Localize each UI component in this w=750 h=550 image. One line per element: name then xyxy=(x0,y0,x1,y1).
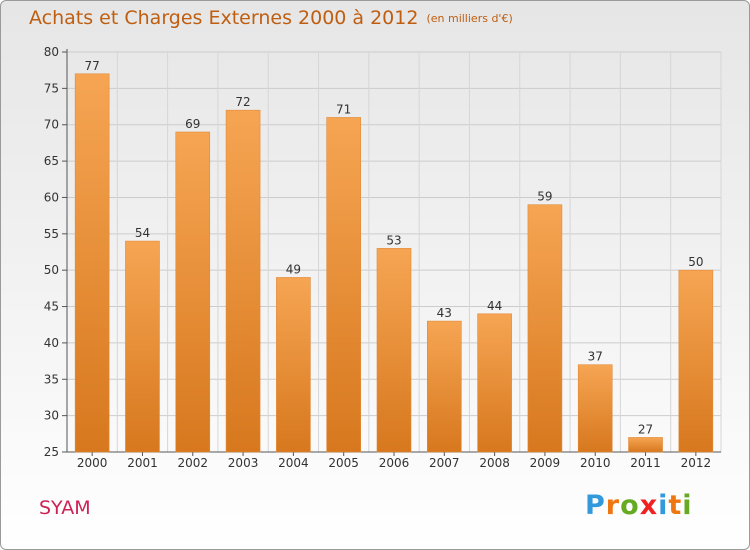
x-tick-label: 2012 xyxy=(681,456,712,470)
value-label: 54 xyxy=(135,226,150,240)
value-labels: 77 54 69 72 49 71 53 43 44 59 37 27 50 xyxy=(85,59,704,437)
y-tick-label: 35 xyxy=(44,372,59,386)
y-tick-label: 75 xyxy=(44,81,59,95)
bars xyxy=(74,73,714,453)
y-tick-label: 40 xyxy=(44,336,59,350)
y-tick-label: 70 xyxy=(44,118,59,132)
value-label: 37 xyxy=(588,350,603,364)
bar-2004 xyxy=(276,277,311,453)
y-tick-label: 65 xyxy=(44,154,59,168)
bar-2009 xyxy=(527,204,563,453)
value-label: 77 xyxy=(85,59,100,73)
y-tick-label: 50 xyxy=(44,263,59,277)
value-label: 71 xyxy=(336,102,351,116)
value-label: 53 xyxy=(386,233,401,247)
logo-letter: r xyxy=(605,490,621,521)
logo-letter: i xyxy=(682,490,693,521)
tick-labels: 25 30 35 40 45 50 55 60 65 70 75 80 2000 2001 2002 2003… xyxy=(44,45,711,470)
y-tick-label: 55 xyxy=(44,227,59,241)
y-tick-label: 60 xyxy=(44,190,59,204)
value-label: 49 xyxy=(286,262,301,276)
value-label: 50 xyxy=(688,255,703,269)
chart-title-text: Achats et Charges Externes 2000 à 2012 xyxy=(29,7,419,29)
bar-2003 xyxy=(225,109,261,453)
bar-2002 xyxy=(175,131,211,453)
value-label: 72 xyxy=(235,95,250,109)
logo-letter: x xyxy=(639,490,659,521)
proxiti-logo: Proxiti xyxy=(585,490,693,521)
bar-2008 xyxy=(477,313,512,453)
value-label: 59 xyxy=(537,190,552,204)
chart-title: Achats et Charges Externes 2000 à 2012 (e… xyxy=(29,7,513,29)
bar-2012 xyxy=(678,269,714,453)
bar-2005 xyxy=(326,117,361,453)
value-label: 27 xyxy=(638,422,653,436)
x-tick-label: 2005 xyxy=(328,456,359,470)
y-tick-label: 30 xyxy=(44,409,59,423)
x-tick-label: 2008 xyxy=(479,456,510,470)
bar-2011 xyxy=(628,437,663,453)
chart-subtitle: (en milliers d'€) xyxy=(426,12,513,25)
bar-2001 xyxy=(125,240,160,453)
logo-letter: i xyxy=(658,490,669,521)
bar-2007 xyxy=(427,320,462,453)
y-tick-label: 45 xyxy=(44,300,59,314)
value-label: 44 xyxy=(487,299,502,313)
x-tick-label: 2009 xyxy=(530,456,561,470)
commune-name: SYAM xyxy=(39,497,91,519)
logo-letter: t xyxy=(668,490,683,521)
bar-2000 xyxy=(74,73,110,453)
y-tick-label: 80 xyxy=(44,45,59,59)
x-tick-label: 2010 xyxy=(580,456,611,470)
logo-letter: P xyxy=(585,490,606,521)
x-tick-label: 2002 xyxy=(177,456,208,470)
x-tick-label: 2011 xyxy=(630,456,661,470)
logo-letter: o xyxy=(620,490,640,521)
x-tick-label: 2001 xyxy=(127,456,158,470)
x-tick-label: 2007 xyxy=(429,456,460,470)
x-tick-label: 2000 xyxy=(77,456,108,470)
x-tick-label: 2004 xyxy=(278,456,309,470)
bar-2006 xyxy=(376,248,412,453)
value-label: 69 xyxy=(185,117,200,131)
value-label: 43 xyxy=(437,306,452,320)
bar-2010 xyxy=(577,364,613,453)
x-tick-label: 2003 xyxy=(228,456,259,470)
x-tick-label: 2006 xyxy=(379,456,410,470)
y-tick-label: 25 xyxy=(44,445,59,459)
